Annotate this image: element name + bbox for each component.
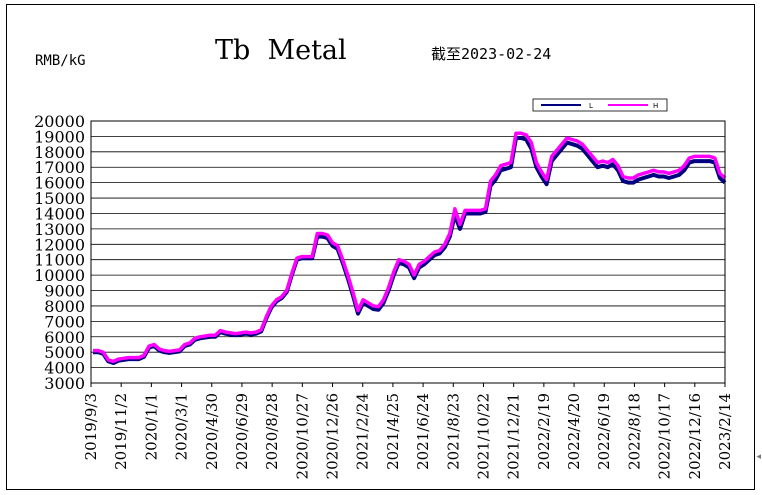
chart-frame: RMB/kG Tb Metal 截至2023-02-24 L H 3000 400… bbox=[6, 4, 755, 490]
x-tick-label: 2022/8/18 bbox=[625, 393, 643, 470]
x-tick-label: 2022/2/19 bbox=[535, 393, 553, 470]
y-tick-label: 20000 bbox=[34, 112, 85, 131]
y-tick-label: 14000 bbox=[34, 204, 85, 223]
y-tick-label: 12000 bbox=[34, 235, 85, 254]
x-tick-label: 2021/12/21 bbox=[505, 393, 523, 479]
y-axis-tick-labels: 3000400050006000700080009000100001100012… bbox=[34, 112, 85, 393]
x-axis-tick-labels: 2019/9/3 2019/11/2 2020/1/1 2020/3/1 2020/4/… bbox=[82, 383, 734, 479]
y-tick-label: 11000 bbox=[34, 251, 85, 270]
chart-svg: RMB/kG Tb Metal 截至2023-02-24 L H 3000400… bbox=[34, 35, 734, 479]
series-line-l bbox=[93, 136, 727, 365]
x-tick-label: 2021/4/25 bbox=[384, 393, 402, 470]
y-tick-label: 4000 bbox=[44, 359, 85, 378]
x-tick-label: 2020/3/1 bbox=[173, 393, 191, 460]
y-tick-label: 6000 bbox=[44, 328, 85, 347]
y-tick-label: 19000 bbox=[34, 127, 85, 146]
x-tick-label: 2022/4/20 bbox=[565, 393, 583, 470]
series-lines bbox=[93, 131, 727, 365]
gridlines bbox=[91, 136, 725, 368]
y-tick-label: 3000 bbox=[44, 374, 85, 393]
x-tick-label: 2020/12/26 bbox=[324, 393, 342, 479]
plot-area-border bbox=[90, 120, 726, 384]
x-tick-label: 2019/9/3 bbox=[82, 393, 100, 460]
legend-label-l: L bbox=[589, 102, 593, 110]
y-tick-label: 7000 bbox=[44, 312, 85, 331]
x-tick-label: 2023/2/14 bbox=[716, 393, 734, 470]
x-tick-label: 2020/6/29 bbox=[233, 393, 251, 470]
x-tick-label: 2021/6/24 bbox=[414, 393, 432, 470]
x-tick-label: 2022/10/17 bbox=[656, 393, 674, 479]
x-tick-label: 2022/12/16 bbox=[686, 393, 704, 479]
chart-title: Tb Metal bbox=[215, 35, 347, 66]
y-tick-label: 13000 bbox=[34, 220, 85, 239]
y-tick-label: 16000 bbox=[34, 174, 85, 193]
y-tick-label: 5000 bbox=[44, 343, 85, 362]
x-tick-label: 2021/2/24 bbox=[354, 393, 372, 470]
x-tick-label: 2020/4/30 bbox=[203, 393, 221, 470]
x-tick-label: 2020/10/27 bbox=[293, 393, 311, 479]
y-tick-label: 15000 bbox=[34, 189, 85, 208]
y-tick-label: 8000 bbox=[44, 297, 85, 316]
y-tick-label: 17000 bbox=[34, 158, 85, 177]
scroll-edge-marker: ◂ bbox=[756, 452, 761, 462]
y-axis-unit-label: RMB/kG bbox=[35, 53, 86, 69]
legend: L H bbox=[532, 98, 668, 112]
legend-label-h: H bbox=[653, 102, 658, 110]
y-tick-label: 18000 bbox=[34, 143, 85, 162]
legend-box bbox=[532, 98, 668, 112]
x-tick-label: 2020/1/1 bbox=[142, 393, 160, 460]
y-tick-label: 9000 bbox=[44, 282, 85, 301]
x-tick-label: 2021/10/22 bbox=[474, 393, 492, 479]
x-tick-label: 2020/8/28 bbox=[263, 393, 281, 470]
series-line-h bbox=[93, 131, 727, 364]
x-tick-label: 2022/6/19 bbox=[595, 393, 613, 470]
x-tick-label: 2019/11/2 bbox=[112, 393, 130, 470]
x-tick-label: 2021/8/23 bbox=[444, 393, 462, 470]
chart-subtitle: 截至2023-02-24 bbox=[431, 45, 551, 63]
y-tick-label: 10000 bbox=[34, 266, 85, 285]
